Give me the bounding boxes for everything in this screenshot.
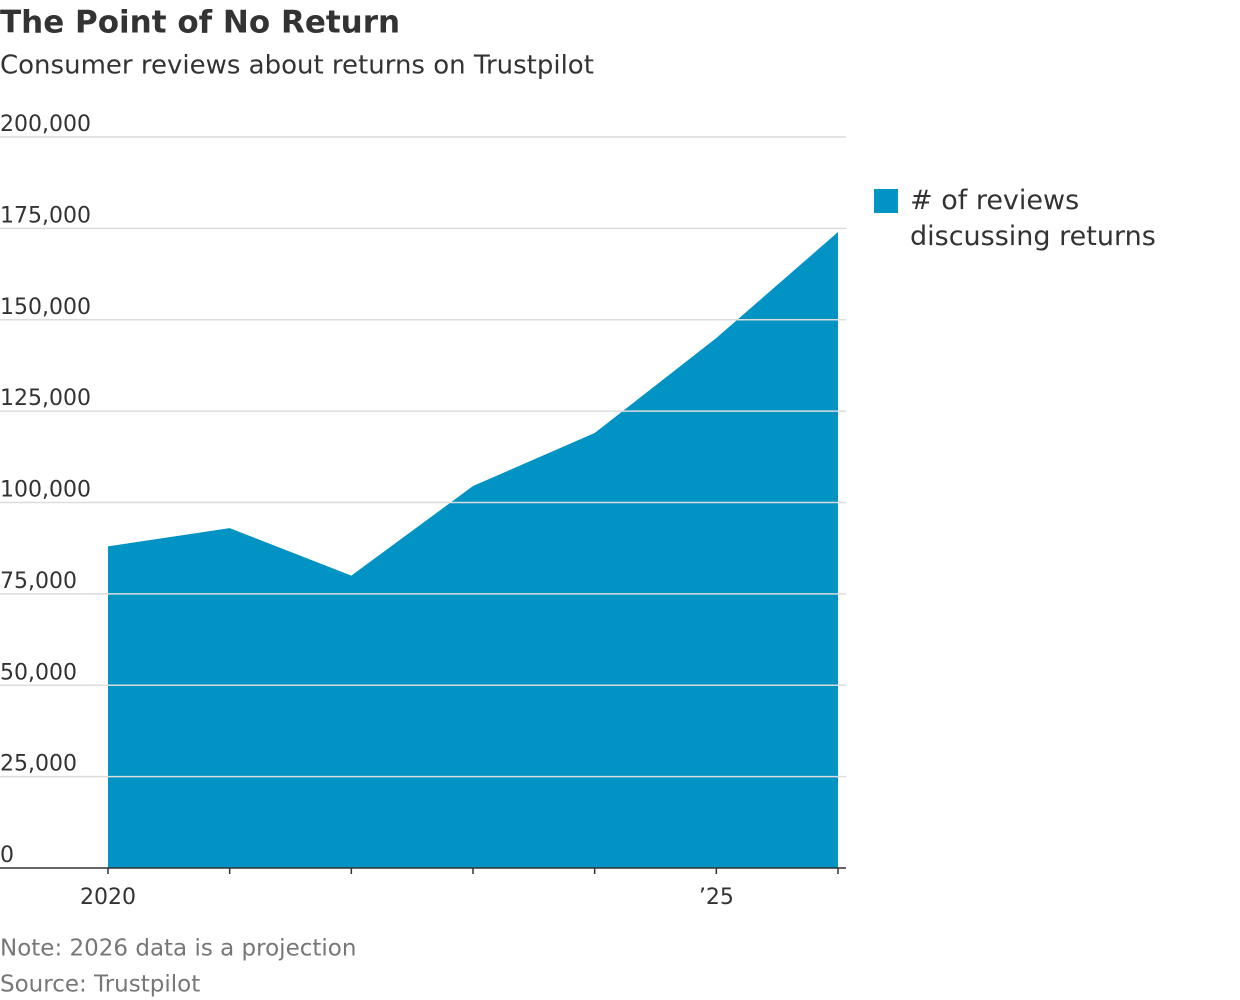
y-tick-label: 175,000 xyxy=(0,203,91,228)
x-tick-label: 2020 xyxy=(80,885,136,910)
legend: # of reviews discussing returns xyxy=(874,183,1224,255)
y-tick-label: 150,000 xyxy=(0,295,91,320)
y-tick-label: 0 xyxy=(0,843,14,868)
y-tick-label: 25,000 xyxy=(0,752,77,777)
source: Source: Trustpilot xyxy=(0,972,200,998)
note: Note: 2026 data is a projection xyxy=(0,936,356,962)
y-tick-label: 200,000 xyxy=(0,112,91,137)
x-tick-label: ’25 xyxy=(699,885,734,910)
y-tick-label: 75,000 xyxy=(0,569,77,594)
chart-subtitle: Consumer reviews about returns on Trustp… xyxy=(0,51,594,81)
y-tick-label: 125,000 xyxy=(0,386,91,411)
y-tick-label: 100,000 xyxy=(0,478,91,503)
y-tick-label: 50,000 xyxy=(0,660,77,685)
area xyxy=(108,232,838,868)
chart-title: The Point of No Return xyxy=(0,5,400,41)
legend-swatch xyxy=(874,189,898,213)
legend-label: # of reviews discussing returns xyxy=(910,185,1156,252)
